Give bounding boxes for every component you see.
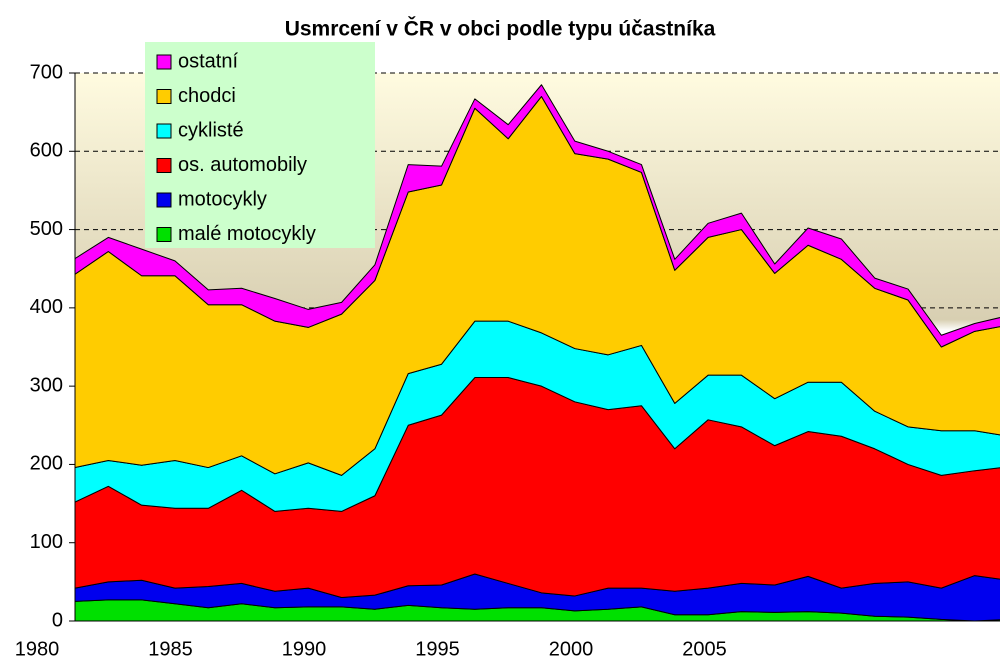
legend-swatch <box>156 123 172 139</box>
legend-swatch <box>156 158 172 173</box>
y-tick-label: 500 <box>30 218 63 240</box>
y-tick-label: 200 <box>30 453 63 475</box>
y-tick-label: 400 <box>30 296 63 318</box>
x-tick-label: 1980 <box>15 638 60 660</box>
chart-title: Usmrcení v ČR v obci podle typu účastník… <box>285 17 716 41</box>
y-tick-label: 300 <box>30 374 63 396</box>
legend-box <box>145 42 375 248</box>
x-tick-label: 1990 <box>282 638 327 660</box>
legend-label: ostatní <box>178 50 238 72</box>
x-tick-label: 2000 <box>549 638 594 660</box>
y-tick-label: 600 <box>30 140 63 162</box>
legend-swatch <box>156 54 172 70</box>
x-tick-label: 1995 <box>415 638 460 660</box>
y-tick-label: 700 <box>30 61 63 83</box>
legend-label: cyklisté <box>178 119 244 141</box>
legend-label: motocykly <box>178 188 267 210</box>
y-tick-label: 100 <box>30 531 63 553</box>
legend-swatch <box>156 89 172 104</box>
y-tick-label: 0 <box>52 609 63 631</box>
legend-label: os. automobily <box>178 154 307 176</box>
x-tick-label: 1985 <box>148 638 193 660</box>
legend-label: chodci <box>178 85 236 107</box>
legend-label: malé motocykly <box>178 223 316 245</box>
area <box>75 84 1000 348</box>
plot <box>75 72 1000 622</box>
legend: malé motocykly motocykly os. automobily cyk… <box>145 42 375 248</box>
axes: 0 100 200 300 400 500 600 700 1980 1985 1990 1995 20… <box>15 61 1000 660</box>
x-tick-label: 2005 <box>682 638 727 660</box>
legend-swatch <box>156 227 172 242</box>
legend-swatch <box>156 192 172 208</box>
